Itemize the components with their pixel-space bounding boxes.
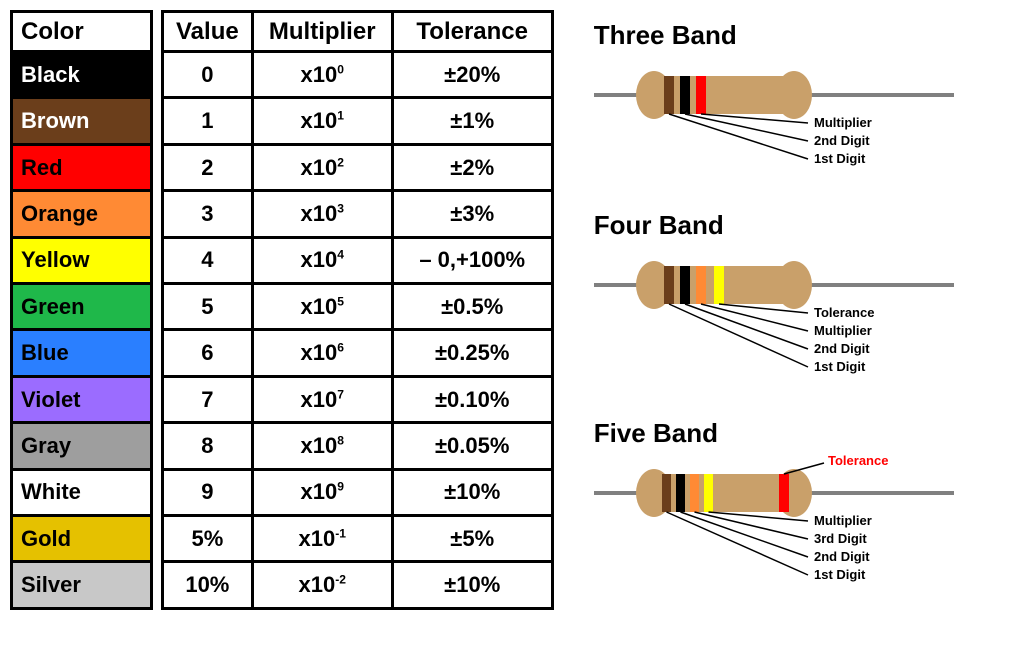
svg-text:Multiplier: Multiplier xyxy=(814,115,872,130)
svg-text:2nd Digit: 2nd Digit xyxy=(814,341,870,356)
multiplier-cell: x108 xyxy=(252,423,392,469)
resistor-diagrams: Three BandMultiplier2nd Digit1st DigitFo… xyxy=(594,10,954,610)
color-header: Color xyxy=(12,12,152,52)
resistor-icon: Multiplier 2nd Digit 1st Digit xyxy=(594,55,954,194)
resistor-diagram: Five Band Multiplier 3rd Digit 2nd Digit 1st… xyxy=(594,418,954,610)
color-cell: Black xyxy=(12,52,152,98)
diagram-title: Four Band xyxy=(594,210,954,241)
color-cell: Brown xyxy=(12,98,152,144)
svg-text:Tolerance: Tolerance xyxy=(814,305,874,320)
svg-text:1st Digit: 1st Digit xyxy=(814,567,866,582)
tolerance-cell: ±5% xyxy=(392,516,552,562)
multiplier-header: Multiplier xyxy=(252,12,392,52)
tolerance-header: Tolerance xyxy=(392,12,552,52)
value-cell: 0 xyxy=(163,52,253,98)
tolerance-cell: ±3% xyxy=(392,191,552,237)
svg-text:Multiplier: Multiplier xyxy=(814,323,872,338)
tolerance-cell: ±1% xyxy=(392,98,552,144)
tolerance-cell: ±0.5% xyxy=(392,284,552,330)
tolerance-cell: ±20% xyxy=(392,52,552,98)
resistor-diagram: Three Band Multiplier 2nd Digit 1st Digit xyxy=(594,20,954,194)
value-table: Value Multiplier Tolerance 0x100±20%1x10… xyxy=(161,10,554,610)
value-cell: 7 xyxy=(163,376,253,422)
color-cell: Red xyxy=(12,144,152,190)
svg-text:Tolerance: Tolerance xyxy=(828,453,888,468)
multiplier-cell: x102 xyxy=(252,144,392,190)
resistor-diagram: Four Band Tolerance Multiplier 2nd Digit 1st… xyxy=(594,210,954,402)
multiplier-cell: x106 xyxy=(252,330,392,376)
color-cell: Green xyxy=(12,284,152,330)
value-header: Value xyxy=(163,12,253,52)
svg-text:1st Digit: 1st Digit xyxy=(814,151,866,166)
multiplier-cell: x103 xyxy=(252,191,392,237)
color-cell: Orange xyxy=(12,191,152,237)
tolerance-cell: ±10% xyxy=(392,469,552,515)
multiplier-cell: x104 xyxy=(252,237,392,283)
multiplier-cell: x10-1 xyxy=(252,516,392,562)
tolerance-cell: – 0,+100% xyxy=(392,237,552,283)
value-cell: 9 xyxy=(163,469,253,515)
svg-text:2nd Digit: 2nd Digit xyxy=(814,133,870,148)
resistor-icon: Tolerance Multiplier 2nd Digit 1st Digit xyxy=(594,245,954,402)
multiplier-cell: x101 xyxy=(252,98,392,144)
color-cell: Gold xyxy=(12,516,152,562)
multiplier-cell: x100 xyxy=(252,52,392,98)
tolerance-cell: ±0.05% xyxy=(392,423,552,469)
color-cell: White xyxy=(12,469,152,515)
value-cell: 10% xyxy=(163,562,253,609)
value-cell: 6 xyxy=(163,330,253,376)
value-cell: 4 xyxy=(163,237,253,283)
value-cell: 5 xyxy=(163,284,253,330)
multiplier-cell: x109 xyxy=(252,469,392,515)
color-cell: Gray xyxy=(12,423,152,469)
color-cell: Blue xyxy=(12,330,152,376)
tolerance-cell: ±10% xyxy=(392,562,552,609)
tolerance-cell: ±0.10% xyxy=(392,376,552,422)
svg-text:Multiplier: Multiplier xyxy=(814,513,872,528)
color-cell: Violet xyxy=(12,376,152,422)
value-cell: 8 xyxy=(163,423,253,469)
multiplier-cell: x10-2 xyxy=(252,562,392,609)
color-code-tables: Color BlackBrownRedOrangeYellowGreenBlue… xyxy=(10,10,554,610)
color-cell: Silver xyxy=(12,562,152,609)
tolerance-cell: ±2% xyxy=(392,144,552,190)
value-cell: 2 xyxy=(163,144,253,190)
color-cell: Yellow xyxy=(12,237,152,283)
diagram-title: Three Band xyxy=(594,20,954,51)
value-cell: 3 xyxy=(163,191,253,237)
svg-text:2nd Digit: 2nd Digit xyxy=(814,549,870,564)
resistor-icon: Multiplier 3rd Digit 2nd Digit 1st Digit Tol… xyxy=(594,453,954,610)
diagram-title: Five Band xyxy=(594,418,954,449)
value-cell: 1 xyxy=(163,98,253,144)
svg-text:1st Digit: 1st Digit xyxy=(814,359,866,374)
tolerance-cell: ±0.25% xyxy=(392,330,552,376)
multiplier-cell: x105 xyxy=(252,284,392,330)
svg-text:3rd Digit: 3rd Digit xyxy=(814,531,867,546)
multiplier-cell: x107 xyxy=(252,376,392,422)
value-cell: 5% xyxy=(163,516,253,562)
color-name-table: Color BlackBrownRedOrangeYellowGreenBlue… xyxy=(10,10,153,610)
